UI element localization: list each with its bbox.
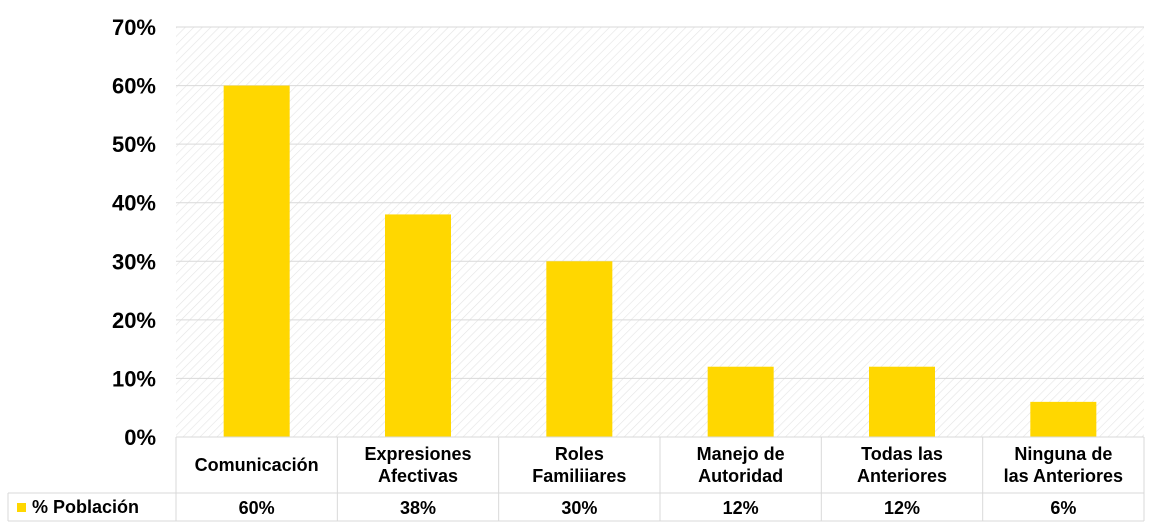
x-category-label: Todas las Anteriores (857, 444, 947, 486)
legend-series-name: % Población (32, 497, 139, 517)
bars (223, 85, 1097, 438)
data-table-value: 12% (723, 498, 759, 518)
x-category-label: Comunicación (195, 455, 319, 475)
data-table-value: 30% (561, 498, 597, 518)
x-category-label: Ninguna de las Anteriores (1004, 444, 1123, 486)
y-tick-label: 50% (112, 132, 156, 157)
x-category-label: Manejo de Autoridad (697, 444, 785, 486)
data-table-value: 38% (400, 498, 436, 518)
y-tick-label: 60% (112, 74, 156, 99)
x-category-label: Roles Familiiares (532, 444, 626, 486)
gridlines (176, 26, 1144, 438)
bar (869, 366, 935, 437)
bar (1030, 401, 1097, 437)
data-table: Comunicación Expresiones Afectivas Roles Fam… (7, 436, 1145, 522)
y-tick-label: 10% (112, 366, 156, 391)
bar (385, 214, 451, 437)
data-table-value: 12% (884, 498, 920, 518)
y-tick-label: 30% (112, 249, 156, 274)
data-table-value: 60% (239, 498, 275, 518)
legend-key (17, 503, 26, 512)
bar (546, 261, 613, 437)
plot-area (176, 27, 1144, 437)
bar (223, 85, 290, 438)
y-tick-label: 20% (112, 308, 156, 333)
bar (707, 366, 774, 437)
y-tick-label: 0% (124, 425, 156, 450)
y-tick-label: 70% (112, 15, 156, 40)
y-tick-label: 40% (112, 191, 156, 216)
data-table-value: 6% (1050, 498, 1076, 518)
y-axis: 0% 10% 20% 30% 40% 50% 60% 70% (112, 15, 156, 450)
x-category-label: Expresiones Afectivas (364, 444, 471, 486)
